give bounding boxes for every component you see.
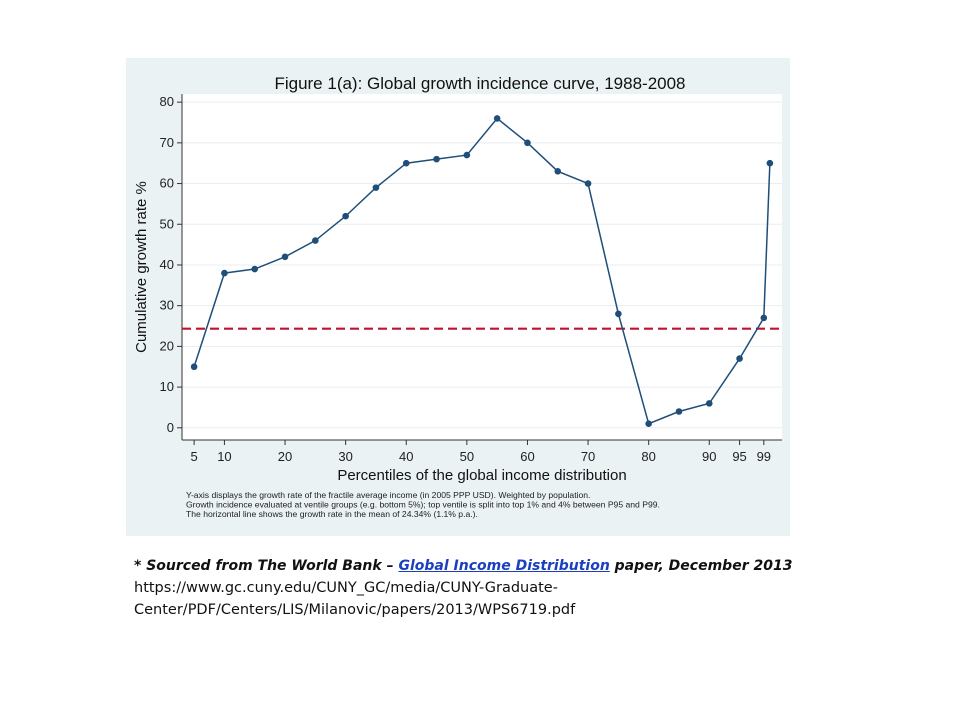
data-point-p45: [433, 155, 440, 163]
data-point-p55: [493, 115, 501, 122]
data-point-p70: [584, 180, 592, 187]
y-tick-label: 80: [160, 94, 174, 109]
data-point-p10: [221, 269, 228, 277]
data-point-p85: [675, 408, 683, 415]
source-caption: * Sourced from The World Bank – Global I…: [134, 556, 834, 577]
data-point-p75: [615, 310, 622, 318]
data-point-p65: [554, 168, 562, 175]
paper-link[interactable]: Global Income Distribution: [398, 558, 610, 574]
chart-note-2: Growth incidence evaluated at ventile gr…: [186, 500, 660, 510]
y-tick-label: 20: [160, 338, 174, 353]
chart-title: Figure 1(a): Global growth incidence cur…: [274, 74, 685, 93]
data-point-p50: [463, 151, 471, 159]
data-point-p40: [402, 159, 410, 167]
x-tick-label: 60: [520, 449, 534, 464]
y-tick-label: 10: [160, 379, 174, 394]
data-point-p15: [251, 265, 259, 273]
x-axis-label: Percentiles of the global income distrib…: [337, 467, 626, 484]
data-point-p30: [342, 212, 349, 220]
figure-panel: Figure 1(a): Global growth incidence cur…: [126, 58, 790, 536]
x-tick-label: 5: [191, 449, 198, 464]
data-point-p100: [766, 159, 774, 167]
x-tick-label: 99: [757, 449, 771, 464]
data-point-p20: [281, 253, 289, 261]
data-point-p25: [312, 237, 319, 244]
data-point-p35: [372, 184, 380, 191]
x-tick-label: 10: [217, 449, 231, 464]
caption-suffix: paper, December 2013: [609, 558, 793, 574]
chart-note-1: Y-axis displays the growth rate of the f…: [186, 490, 590, 500]
source-url-line-1: https://www.gc.cuny.edu/CUNY_GC/media/CU…: [134, 580, 558, 596]
data-point-p95: [736, 355, 743, 362]
data-point-p90: [705, 400, 713, 407]
y-tick-label: 0: [167, 420, 174, 435]
data-point-p5: [190, 363, 198, 371]
x-tick-label: 50: [460, 449, 474, 464]
growth-incidence-chart: Figure 1(a): Global growth incidence cur…: [133, 74, 782, 519]
x-tick-label: 90: [702, 449, 716, 464]
caption-prefix: * Sourced from The World Bank –: [134, 558, 399, 574]
x-tick-label: 80: [641, 449, 655, 464]
source-url-line-2: Center/PDF/Centers/LIS/Milanovic/papers/…: [134, 602, 576, 618]
y-tick-label: 70: [160, 135, 174, 150]
data-point-p99: [760, 314, 768, 322]
y-axis-label: Cumulative growth rate %: [133, 181, 150, 353]
y-tick-label: 50: [160, 216, 174, 231]
x-tick-label: 20: [278, 449, 292, 464]
chart-note-3: The horizontal line shows the growth rat…: [186, 509, 478, 519]
x-tick-label: 70: [581, 449, 595, 464]
plot-area: [182, 94, 782, 440]
y-tick-label: 40: [160, 257, 174, 272]
x-tick-label: 95: [732, 449, 746, 464]
x-tick-label: 30: [338, 449, 352, 464]
data-point-p60: [524, 139, 531, 147]
data-point-p80: [645, 420, 652, 428]
y-tick-label: 60: [160, 176, 174, 191]
x-tick-label: 40: [399, 449, 413, 464]
y-tick-label: 30: [160, 298, 174, 313]
